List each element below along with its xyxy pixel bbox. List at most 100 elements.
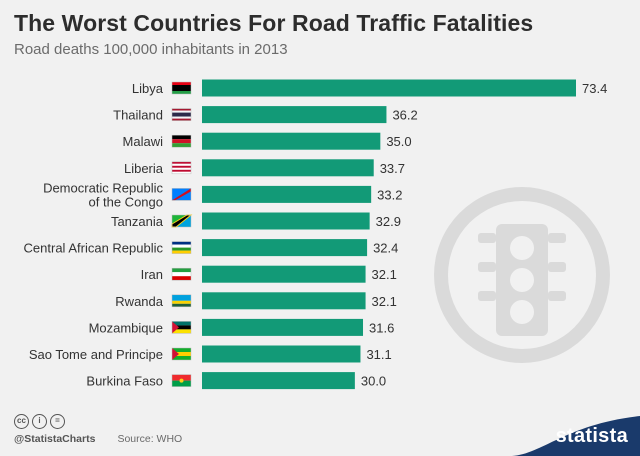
traffic-light-visor bbox=[478, 262, 496, 272]
traffic-light-visor bbox=[548, 291, 566, 301]
category-label: Iran bbox=[141, 267, 163, 282]
flag-stripe bbox=[172, 268, 191, 273]
traffic-light-illustration bbox=[434, 187, 610, 363]
category-label: Libya bbox=[132, 81, 164, 96]
flag-stripe bbox=[172, 112, 191, 117]
traffic-light-visor bbox=[478, 291, 496, 301]
flag-stripe bbox=[172, 108, 191, 111]
footer: cc i = @StatistaCharts Source: WHO bbox=[14, 414, 182, 445]
statista-logo[interactable]: statista bbox=[555, 425, 628, 447]
flag-icon bbox=[171, 294, 192, 308]
flag-border bbox=[171, 134, 192, 148]
flag-stripe bbox=[172, 165, 191, 168]
data-label: 32.1 bbox=[372, 267, 397, 282]
flag-stripe bbox=[172, 161, 191, 164]
flag-border bbox=[171, 294, 192, 308]
flag-stripe bbox=[172, 135, 191, 140]
flag-stripe bbox=[172, 167, 191, 170]
flag-border bbox=[171, 347, 192, 361]
attribution-icon: i bbox=[32, 414, 47, 429]
flag-stripe bbox=[172, 294, 191, 301]
data-label: 33.7 bbox=[380, 161, 405, 176]
flag-icon bbox=[171, 108, 192, 121]
category-label: Democratic Republic bbox=[43, 180, 163, 195]
flag-stripe bbox=[172, 110, 191, 113]
category-label: Burkina Faso bbox=[86, 374, 163, 389]
flag-border bbox=[171, 188, 192, 201]
flag-stripe bbox=[172, 247, 191, 251]
flag-stripe bbox=[172, 325, 191, 330]
flag-stripe bbox=[172, 329, 191, 334]
traffic-light-visor bbox=[548, 262, 566, 272]
bar bbox=[202, 212, 370, 230]
flag-stripe bbox=[172, 171, 191, 174]
flag-stripe bbox=[172, 374, 191, 381]
bar bbox=[202, 318, 364, 336]
source-note: Source: WHO bbox=[117, 433, 183, 445]
category-label: Thailand bbox=[113, 108, 163, 123]
flag-border bbox=[171, 214, 192, 228]
statista-brand-bar bbox=[512, 416, 640, 456]
flag-stripe bbox=[172, 380, 191, 387]
flag-star bbox=[179, 378, 184, 383]
flag-stripe bbox=[172, 356, 191, 360]
flag-triangle bbox=[172, 321, 179, 334]
flag-stripe bbox=[172, 139, 191, 144]
data-label: 32.4 bbox=[373, 241, 398, 256]
flag-border bbox=[171, 81, 192, 95]
category-label: Central African Republic bbox=[24, 241, 164, 256]
data-label: 31.6 bbox=[369, 320, 394, 335]
traffic-light-lamp bbox=[510, 268, 534, 292]
bar bbox=[202, 292, 366, 310]
category-label: Sao Tome and Principe bbox=[29, 347, 163, 362]
traffic-light-lamp bbox=[510, 236, 534, 260]
category-label: Malawi bbox=[123, 134, 164, 149]
no-derivatives-icon: = bbox=[50, 414, 65, 429]
flag-border bbox=[171, 241, 192, 254]
flag-stripe bbox=[172, 352, 191, 356]
flag-stripe bbox=[172, 143, 191, 148]
flag-stripe bbox=[172, 85, 191, 91]
flag-stripe bbox=[172, 116, 191, 119]
flag-icon bbox=[171, 161, 192, 175]
category-label: of the Congo bbox=[89, 194, 163, 209]
flag-icon bbox=[171, 188, 192, 201]
flag-icon bbox=[171, 374, 192, 387]
flag-icon bbox=[171, 267, 192, 281]
flag-border bbox=[171, 321, 192, 334]
flag-stripe bbox=[172, 169, 191, 172]
flag-icon bbox=[171, 321, 192, 334]
flag-stripe bbox=[172, 303, 191, 307]
flag-stripe bbox=[172, 272, 191, 277]
flag-border bbox=[171, 108, 192, 121]
flag-icon bbox=[171, 241, 192, 254]
flag-stripe bbox=[172, 118, 191, 121]
flag-diagonal bbox=[172, 188, 191, 201]
traffic-light-lamp bbox=[510, 300, 534, 324]
flag-border bbox=[171, 374, 192, 387]
category-label: Mozambique bbox=[89, 320, 163, 335]
data-label: 36.2 bbox=[392, 108, 417, 123]
category-label: Liberia bbox=[124, 161, 164, 176]
chart-title: The Worst Countries For Road Traffic Fat… bbox=[14, 10, 534, 36]
bar bbox=[202, 159, 374, 177]
flag-icon bbox=[171, 347, 192, 361]
license-icons: cc i = bbox=[14, 414, 182, 429]
flag-stripe bbox=[172, 82, 191, 85]
data-label: 32.9 bbox=[376, 214, 401, 229]
twitter-handle[interactable]: @StatistaCharts bbox=[14, 433, 96, 445]
bar bbox=[202, 132, 381, 150]
bars-group: 73.4 Libya 36.2 Thailand 35.0 Malawi 33.7 Liber… bbox=[24, 79, 607, 390]
data-label: 30.0 bbox=[361, 374, 386, 389]
data-label: 31.1 bbox=[366, 347, 391, 362]
data-label: 73.4 bbox=[582, 81, 607, 96]
category-label: Tanzania bbox=[111, 214, 164, 229]
flag-stripe bbox=[172, 276, 191, 281]
flag-stripe bbox=[172, 163, 191, 166]
data-label: 35.0 bbox=[386, 134, 411, 149]
flag-border bbox=[171, 267, 192, 281]
bar bbox=[202, 372, 355, 390]
flag-triangle bbox=[172, 348, 179, 360]
data-label: 32.1 bbox=[372, 294, 397, 309]
